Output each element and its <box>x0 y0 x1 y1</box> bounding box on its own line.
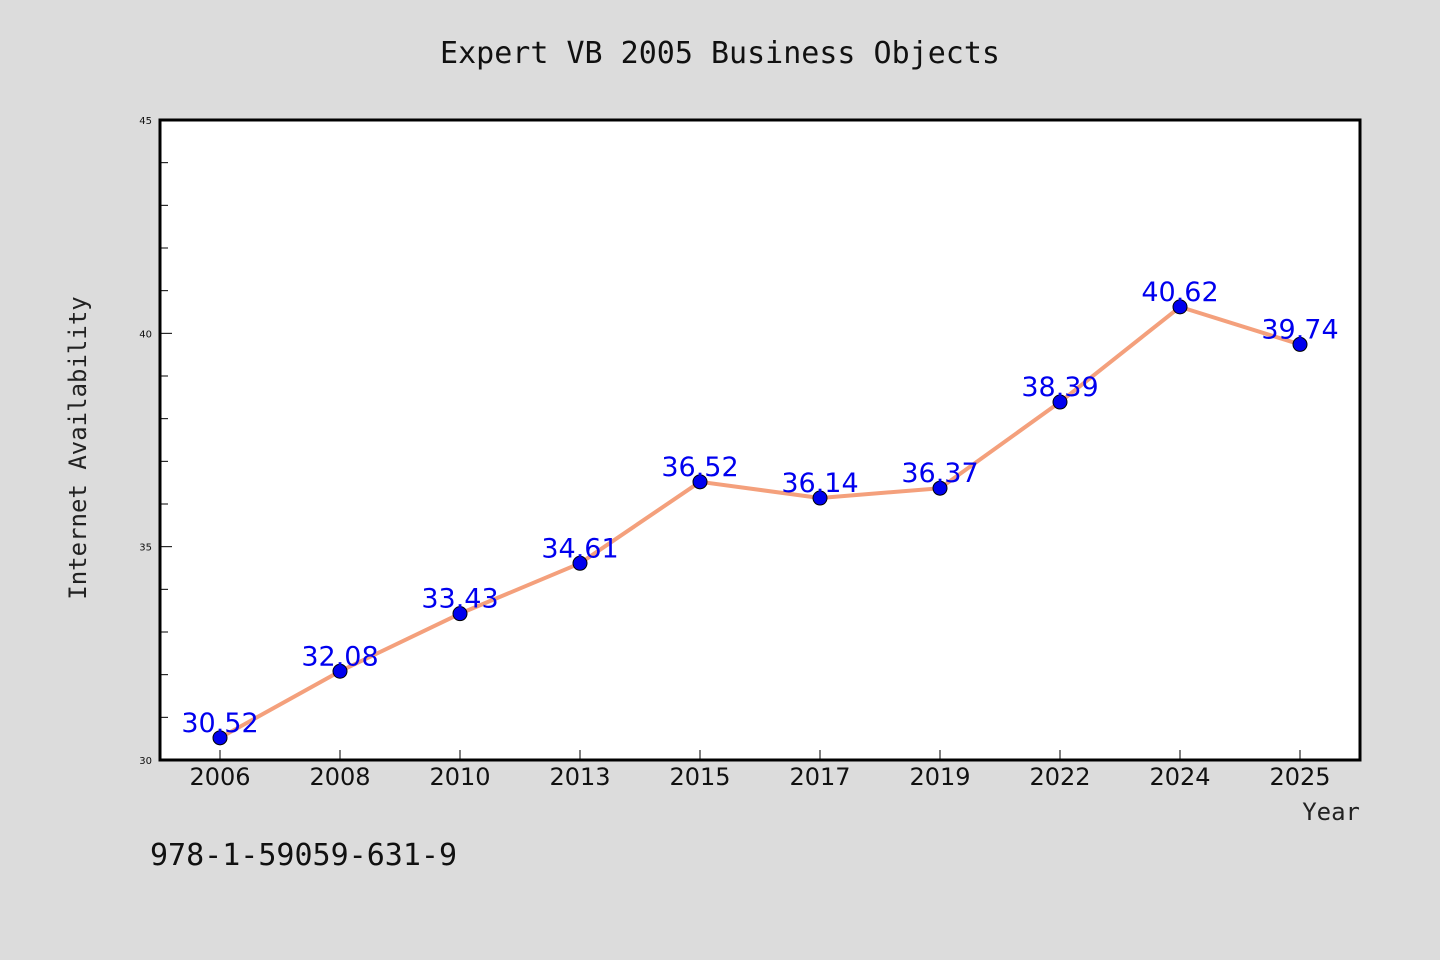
y-axis-label: Internet Availability <box>64 296 92 599</box>
data-point <box>1292 336 1308 352</box>
data-label: 34.61 <box>541 533 618 564</box>
x-tick-label: 2015 <box>669 763 730 791</box>
data-point <box>332 663 348 679</box>
data-label: 36.14 <box>781 468 858 499</box>
x-tick-label: 2006 <box>189 763 250 791</box>
x-tick-label: 2017 <box>789 763 850 791</box>
x-tick-label: 2024 <box>1149 763 1210 791</box>
data-label: 32.08 <box>301 641 378 672</box>
plot-area <box>160 120 1360 760</box>
data-label: 40.62 <box>1141 277 1218 308</box>
data-point <box>692 474 708 490</box>
x-axis-label: Year <box>1302 798 1360 826</box>
series-layer <box>212 299 1308 746</box>
chart-title: Expert VB 2005 Business Objects <box>440 36 1000 71</box>
data-label: 30.52 <box>181 708 258 739</box>
y-tick-label: 45 <box>139 116 152 127</box>
data-label: 33.43 <box>421 584 498 615</box>
data-point <box>452 606 468 622</box>
data-point <box>812 490 828 506</box>
y-tick-label: 40 <box>139 329 152 340</box>
x-tick-label: 2010 <box>429 763 490 791</box>
data-label-layer: 30.52 32.08 33.43 34.61 36.52 36.14 36.37 38.39… <box>181 277 1338 739</box>
isbn-footer: 978-1-59059-631-9 <box>150 838 457 873</box>
x-tick-label: 2025 <box>1269 763 1330 791</box>
data-label: 39.74 <box>1261 314 1338 345</box>
data-point <box>1052 394 1068 410</box>
x-tick-label: 2019 <box>909 763 970 791</box>
series-line <box>218 304 1302 740</box>
y-tick-label: 30 <box>139 756 152 767</box>
data-point <box>212 730 228 746</box>
x-axis: 2006 2008 2010 2013 2015 2017 2019 2022 2024 2025 <box>189 750 1331 791</box>
data-point <box>1172 299 1188 315</box>
plot-frame <box>158 118 1362 762</box>
data-label: 38.39 <box>1021 372 1098 403</box>
x-tick-label: 2013 <box>549 763 610 791</box>
x-tick-label: 2008 <box>309 763 370 791</box>
y-tick-label: 35 <box>139 543 152 554</box>
data-point <box>932 480 948 496</box>
x-tick-label: 2022 <box>1029 763 1090 791</box>
data-label: 36.37 <box>901 458 978 489</box>
data-point <box>572 555 588 571</box>
data-label: 36.52 <box>661 452 738 483</box>
